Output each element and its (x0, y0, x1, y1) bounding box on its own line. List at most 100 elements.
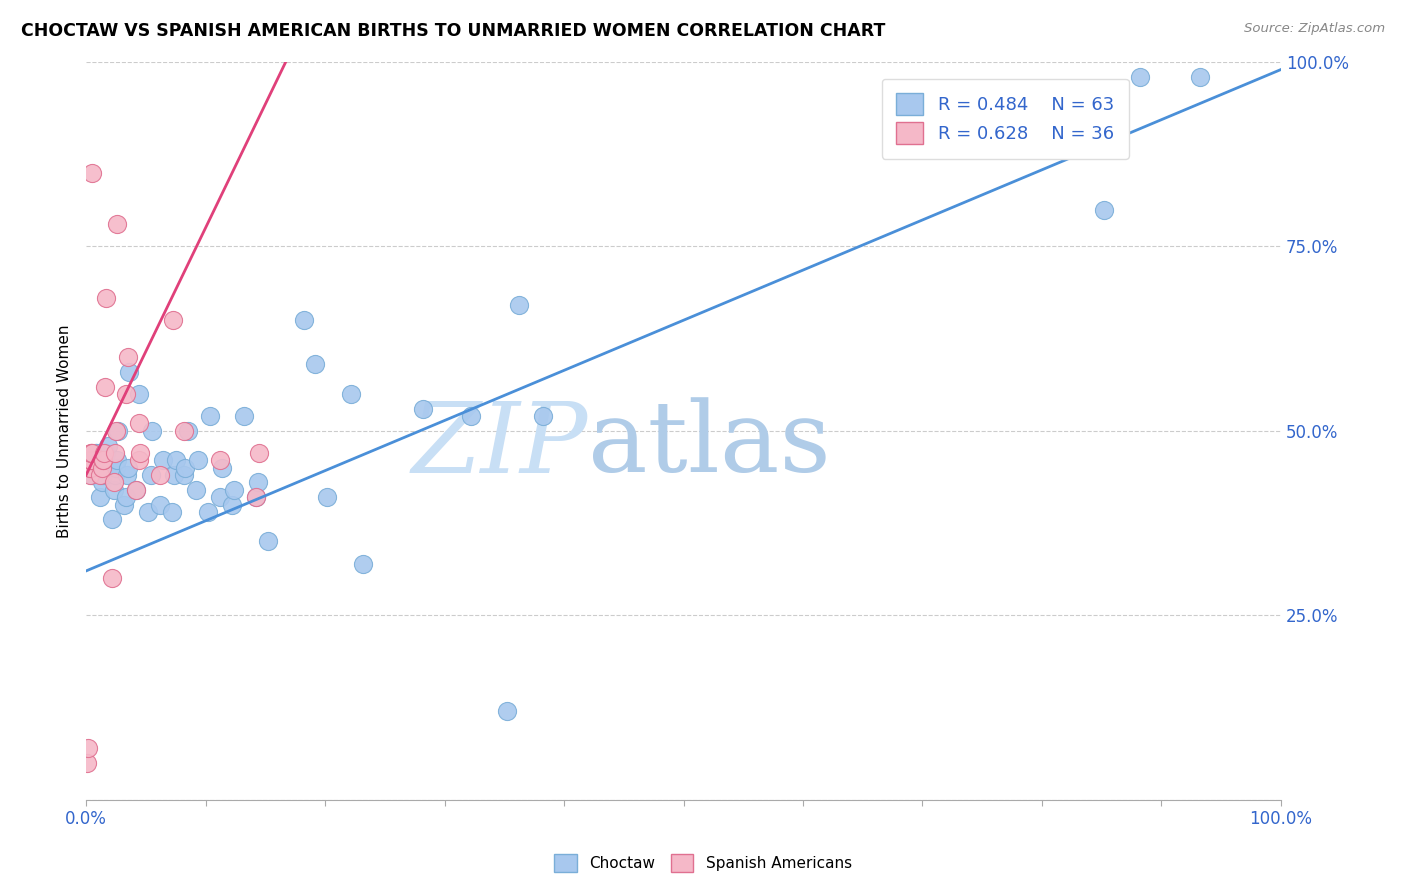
Point (256, 534, 278, 549)
Point (508, 298, 530, 312)
Point (292, 313, 315, 327)
Point (83, 453, 105, 467)
Point (104, 424, 127, 438)
Point (247, 475, 270, 490)
Point (84, 446, 107, 460)
Point (304, 358, 326, 372)
Point (125, 483, 148, 497)
Point (187, 453, 209, 467)
Point (114, 387, 136, 401)
Point (103, 475, 125, 490)
Point (495, 704, 517, 718)
Legend: R = 0.484    N = 63, R = 0.628    N = 36: R = 0.484 N = 63, R = 0.628 N = 36 (882, 78, 1129, 159)
Point (245, 490, 267, 504)
Point (1188, 70, 1211, 84)
Point (93, 460, 115, 475)
Point (96, 291, 118, 305)
Point (128, 387, 150, 401)
Point (316, 490, 339, 504)
Point (128, 453, 150, 467)
Point (224, 483, 246, 497)
Point (84, 446, 107, 460)
Point (80, 453, 103, 467)
Point (91, 468, 114, 483)
Point (412, 401, 434, 416)
Point (80, 166, 103, 180)
Point (104, 468, 127, 483)
Point (77, 740, 100, 755)
Point (176, 424, 198, 438)
Point (162, 313, 184, 327)
Point (117, 460, 139, 475)
Point (208, 453, 231, 467)
Point (139, 468, 162, 483)
Point (79, 460, 101, 475)
Point (104, 446, 127, 460)
Point (82, 453, 104, 467)
Text: Source: ZipAtlas.com: Source: ZipAtlas.com (1244, 22, 1385, 36)
Point (118, 365, 141, 379)
Point (93, 446, 115, 460)
Y-axis label: Births to Unmarried Women: Births to Unmarried Women (58, 324, 72, 538)
Point (163, 468, 186, 483)
Point (89, 468, 111, 483)
Point (80, 453, 103, 467)
Point (352, 557, 374, 571)
Point (531, 409, 554, 423)
Point (101, 571, 124, 585)
Point (80, 468, 103, 483)
Point (200, 409, 222, 423)
Point (107, 424, 129, 438)
Point (80, 446, 103, 460)
Point (174, 460, 197, 475)
Point (105, 218, 128, 232)
Point (208, 490, 231, 504)
Point (80, 453, 103, 467)
Point (112, 498, 135, 512)
Point (247, 446, 270, 460)
Point (101, 512, 124, 526)
Point (79, 460, 101, 475)
Point (80, 468, 103, 483)
Point (149, 498, 172, 512)
Point (232, 409, 254, 423)
Point (94, 453, 117, 467)
Point (80, 446, 103, 460)
Point (105, 453, 128, 467)
Point (184, 483, 207, 497)
Point (211, 460, 233, 475)
Point (245, 490, 267, 504)
Point (197, 505, 219, 519)
Point (1129, 70, 1152, 84)
Legend: Choctaw, Spanish Americans: Choctaw, Spanish Americans (547, 846, 859, 880)
Point (152, 453, 174, 467)
Point (79, 468, 101, 483)
Point (136, 505, 159, 519)
Point (104, 460, 127, 475)
Point (89, 490, 111, 504)
Point (91, 453, 114, 467)
Point (160, 505, 183, 519)
Point (90, 475, 112, 490)
Point (103, 483, 125, 497)
Text: ZIP: ZIP (412, 398, 588, 493)
Point (165, 453, 187, 467)
Text: atlas: atlas (588, 398, 831, 493)
Point (141, 424, 163, 438)
Point (115, 468, 138, 483)
Point (80, 446, 103, 460)
Text: CHOCTAW VS SPANISH AMERICAN BIRTHS TO UNMARRIED WOMEN CORRELATION CHART: CHOCTAW VS SPANISH AMERICAN BIRTHS TO UN… (21, 22, 886, 40)
Point (340, 387, 363, 401)
Point (1092, 202, 1115, 217)
Point (173, 468, 195, 483)
Point (125, 483, 148, 497)
Point (460, 409, 482, 423)
Point (117, 350, 139, 364)
Point (94, 379, 117, 393)
Point (97, 439, 120, 453)
Point (90, 460, 112, 475)
Point (128, 417, 150, 431)
Point (149, 468, 172, 483)
Point (91, 453, 114, 467)
Point (79, 453, 101, 467)
